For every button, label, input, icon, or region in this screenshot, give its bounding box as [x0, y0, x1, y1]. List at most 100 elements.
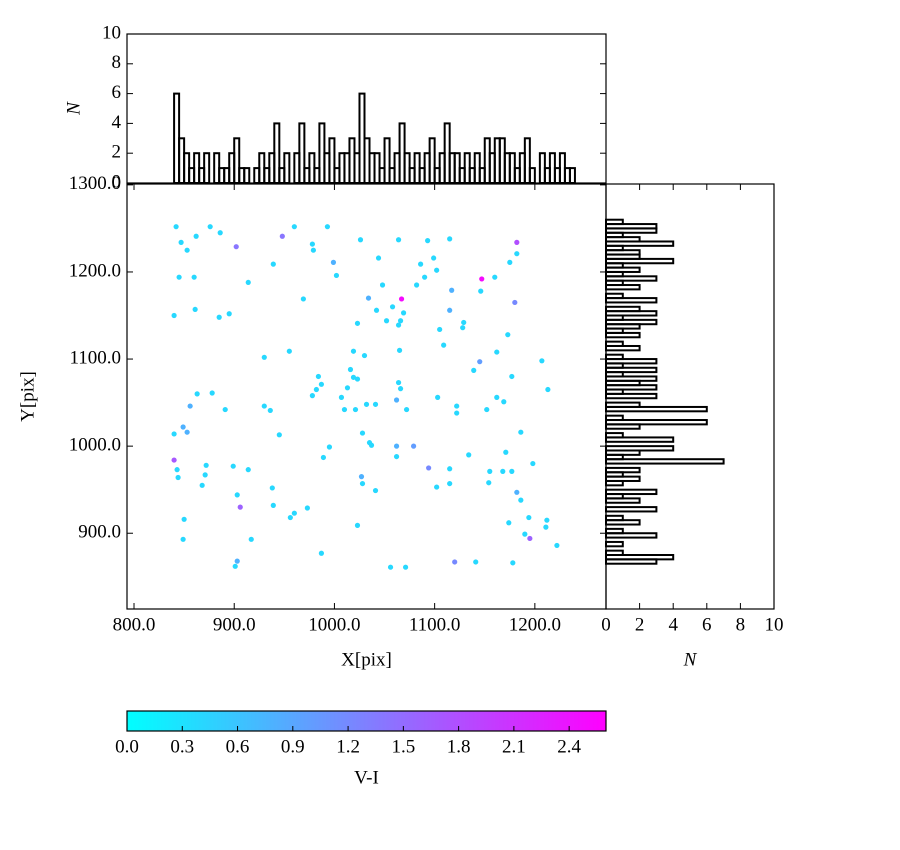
scatter-point: [494, 394, 500, 400]
histogram-bar: [605, 432, 624, 439]
histogram-bar: [605, 275, 658, 282]
scatter-point: [352, 406, 359, 413]
scatter-point: [530, 460, 536, 467]
scatter-point: [509, 373, 515, 380]
histogram-bar: [605, 532, 658, 539]
histogram-bar: [605, 218, 624, 226]
scatter-point: [479, 276, 485, 282]
colorbar-tick-label: 0.9: [281, 736, 305, 757]
y-axis-label: Y[pix]: [17, 371, 38, 422]
colorbar-tick-label: 2.4: [557, 736, 581, 757]
scatter-point: [180, 536, 186, 542]
histogram-bar: [605, 445, 675, 452]
scatter-point: [435, 394, 441, 400]
colorbar-tick-label: 2.1: [502, 736, 526, 757]
histogram-bar: [605, 353, 624, 361]
scatter-point: [518, 497, 524, 503]
x-tick-label: 6: [702, 614, 712, 635]
histogram-bar: [605, 366, 658, 374]
scatter-point: [398, 296, 405, 302]
histogram-bar: [203, 152, 211, 184]
scatter-point: [379, 282, 386, 288]
scatter-point: [209, 390, 215, 396]
scatter-point: [245, 467, 251, 473]
scatter-point: [403, 406, 410, 413]
scatter-point: [518, 429, 524, 435]
scatter-point: [544, 517, 550, 523]
colorbar-tick-label: 0.6: [226, 736, 250, 757]
scatter-point: [287, 514, 293, 521]
scatter-point: [431, 255, 437, 261]
scatter-point: [509, 468, 515, 474]
x-tick-label: 2: [635, 614, 645, 635]
scatter-point: [330, 259, 337, 265]
histogram-bar: [605, 488, 658, 496]
scatter-point: [315, 373, 321, 380]
y-tick-label: 8: [112, 52, 122, 73]
scatter-point: [347, 366, 354, 373]
scatter-point: [383, 318, 390, 324]
scatter-point: [494, 349, 500, 355]
scatter-point: [226, 311, 232, 317]
scatter-point: [291, 510, 297, 516]
x-axis-label: N: [683, 649, 698, 670]
scatter-point: [365, 295, 372, 301]
scatter-point: [441, 342, 447, 348]
scatter-point: [395, 322, 402, 328]
scatter-point: [324, 224, 331, 230]
scatter-point: [484, 406, 490, 413]
scatter-point: [389, 304, 396, 310]
scatter-point: [447, 236, 453, 242]
scatter-point: [447, 466, 453, 472]
y-tick-label: 1000.0: [69, 435, 121, 456]
scatter-point: [507, 259, 513, 265]
x-tick-label: 900.0: [213, 614, 256, 635]
scatter-point: [318, 550, 325, 556]
colorbar-tick-label: 0.3: [170, 736, 194, 757]
scatter-point: [276, 432, 282, 438]
histogram-bar: [605, 554, 675, 561]
scatter-point: [230, 463, 236, 469]
histogram-bar: [605, 358, 658, 365]
scatter-point: [437, 326, 443, 333]
histogram-bar: [605, 297, 658, 304]
scatter-point: [543, 524, 549, 530]
x-tick-label: 1100.0: [409, 614, 461, 635]
scatter-point: [368, 442, 375, 448]
histogram-bar: [605, 375, 658, 382]
scatter-point: [175, 474, 181, 481]
colorbar-label: V-I: [354, 767, 379, 788]
scatter-point: [173, 224, 179, 230]
scatter-point: [414, 282, 420, 288]
scatter-point: [194, 391, 200, 397]
x-axis-label: X[pix]: [341, 649, 392, 670]
scatter-point: [478, 288, 484, 294]
histogram-bar: [605, 414, 624, 422]
histogram-bar: [233, 137, 241, 185]
scatter-point: [434, 484, 440, 490]
histogram-bar: [605, 527, 624, 535]
scatter-point: [461, 319, 467, 326]
scatter-point: [267, 407, 273, 414]
scatter-point: [503, 449, 509, 455]
scatter-point: [171, 312, 177, 319]
scatter-point: [245, 279, 251, 286]
scatter-point: [501, 399, 507, 405]
scatter-point: [350, 374, 357, 380]
scatter-point: [354, 376, 361, 382]
scatter-point: [233, 244, 239, 250]
scatter-point: [447, 307, 453, 313]
scatter-point: [522, 531, 528, 537]
y-tick-label: 1300.0: [69, 173, 121, 194]
scatter-point: [452, 559, 458, 565]
scatter-point: [320, 454, 327, 461]
scatter-point: [279, 233, 285, 239]
scatter-point: [358, 474, 365, 480]
scatter-point: [171, 431, 177, 437]
scatter-point: [395, 237, 402, 243]
scatter-point: [361, 352, 368, 359]
scatter-point: [304, 505, 310, 511]
x-tick-label: 10: [765, 614, 784, 635]
colorbar-tick-label: 1.5: [391, 736, 415, 757]
histogram-bar: [568, 167, 576, 185]
